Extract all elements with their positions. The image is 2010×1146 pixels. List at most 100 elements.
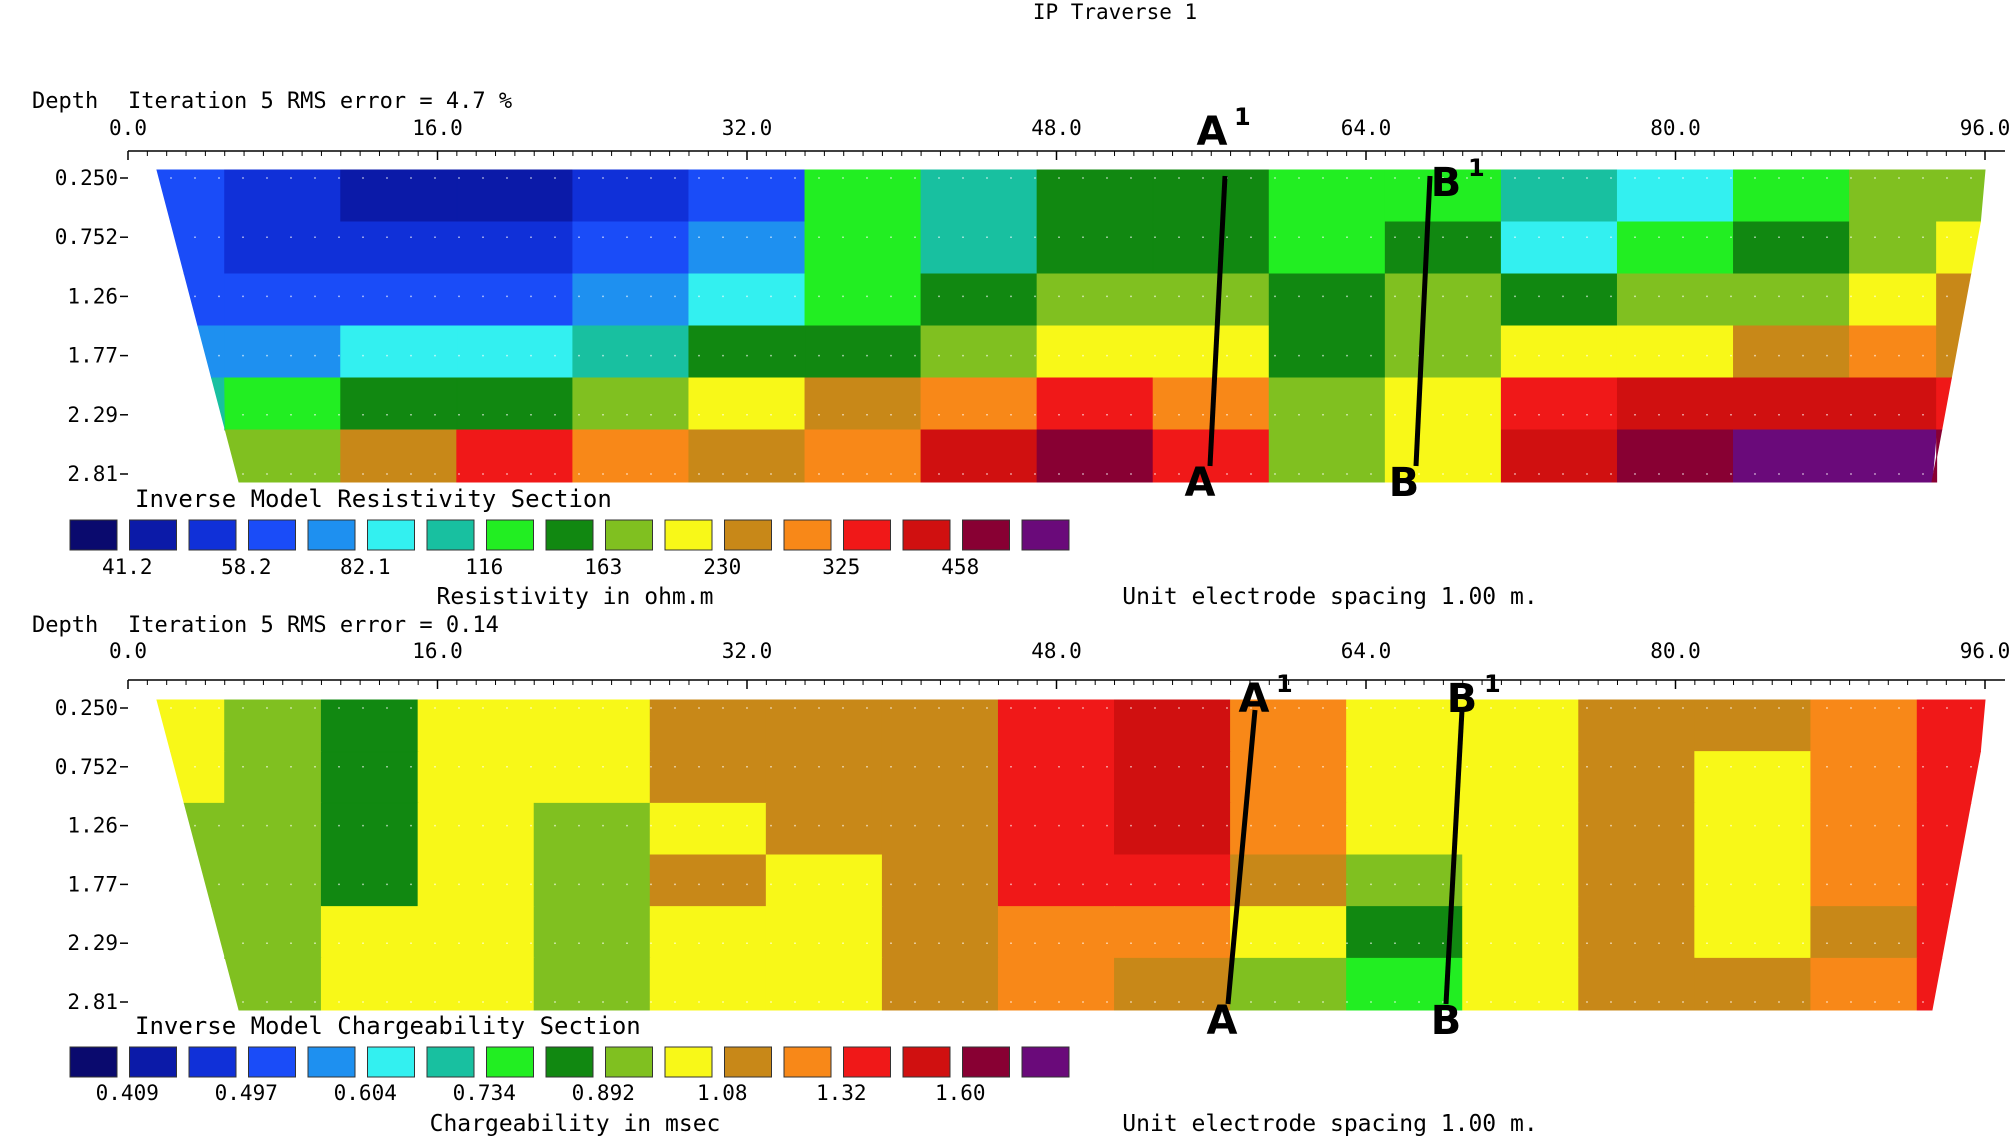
heatmap-cell <box>1500 429 1618 483</box>
legend-value: 325 <box>822 555 860 579</box>
color-legend: 0.409 0.497 0.604 0.734 0.892 1.08 1.32 1.60 <box>69 1046 1070 1105</box>
heatmap-cell <box>1152 273 1270 327</box>
heatmap-cell <box>320 751 419 804</box>
legend-swatch <box>605 519 653 551</box>
heatmap-cell <box>1916 802 1972 856</box>
heatmap-cell <box>1849 221 1938 275</box>
heatmap-cell <box>1346 906 1464 959</box>
legend-swatch <box>367 1046 415 1078</box>
heatmap-cell <box>1114 751 1232 804</box>
legend-swatch <box>783 519 832 551</box>
legend-swatch <box>188 519 237 551</box>
heatmap-cell <box>456 377 574 431</box>
heatmap-cell <box>765 699 883 753</box>
heatmap-cell <box>1916 906 1952 959</box>
legend-value: 458 <box>941 555 979 579</box>
legend-swatch <box>486 1046 534 1078</box>
heatmap-cell <box>1578 751 1696 804</box>
heatmap-cell <box>1578 699 1696 753</box>
spacing-note: Unit electrode spacing 1.00 m. <box>1122 584 1537 610</box>
depth-label: Depth <box>32 613 98 638</box>
depth-tick-label: 2.81 <box>67 990 118 1014</box>
heatmap-cell <box>765 751 883 804</box>
heatmap-cell <box>572 273 690 327</box>
depth-tick-label: 2.81 <box>67 462 118 486</box>
heatmap-cell <box>456 221 574 275</box>
heatmap-cell <box>1733 221 1851 275</box>
heatmap-cell <box>688 377 806 431</box>
legend-value: 0.409 <box>96 1081 159 1105</box>
heatmap-cell <box>649 906 767 959</box>
heatmap-cell <box>765 802 883 856</box>
b-marker-top-sup: 1 <box>1468 154 1485 182</box>
b-marker-top-label: B <box>1447 676 1478 722</box>
heatmap-cell <box>765 957 883 1011</box>
depth-tick-label: 1.26 <box>67 284 118 308</box>
heatmap-cell <box>997 854 1116 908</box>
heatmap-cell <box>1036 377 1154 431</box>
a-marker-top-sup: 1 <box>1234 103 1251 131</box>
heatmap-cell <box>572 221 690 275</box>
heatmap-cell <box>1616 377 1735 431</box>
heatmap-cell <box>1384 273 1502 327</box>
legend-swatch <box>307 519 356 551</box>
heatmap-cell <box>456 325 574 379</box>
depth-tick-label: 0.250 <box>55 166 118 190</box>
heatmap-cell <box>1849 377 1938 431</box>
legend-value: 0.892 <box>572 1081 635 1105</box>
heatmap-cell <box>649 751 767 804</box>
b-marker-top-label: B <box>1431 160 1462 206</box>
heatmap-cell <box>1036 169 1154 223</box>
legend-swatch <box>783 1046 832 1078</box>
legend-value: 1.32 <box>816 1081 867 1105</box>
heatmap-cell <box>1500 273 1618 327</box>
heatmap-cell <box>881 906 999 959</box>
heatmap-cell <box>997 699 1116 753</box>
legend-swatch <box>248 519 296 551</box>
heatmap-cell <box>533 699 651 753</box>
depth-label: Depth <box>32 89 98 114</box>
heatmap-cell <box>688 273 806 327</box>
legend-swatch <box>1021 1046 1070 1078</box>
heatmap-cell <box>1916 699 1986 753</box>
a-marker-top-label: A <box>1239 676 1270 722</box>
heatmap-cell <box>1346 699 1464 753</box>
heatmap-cell <box>649 802 767 856</box>
heatmap-cell <box>1462 906 1580 959</box>
heatmap-cell <box>804 429 922 483</box>
heatmap-cell <box>224 699 322 753</box>
heatmap-cell <box>1936 273 1972 327</box>
heatmap-cell <box>197 325 226 379</box>
heatmap-cell <box>997 751 1116 804</box>
x-tick-label: 0.0 <box>109 116 147 140</box>
a-marker-top-sup: 1 <box>1276 670 1293 698</box>
x-tick-label: 32.0 <box>722 639 773 663</box>
heatmap-cell <box>1733 429 1851 483</box>
color-legend: 41.2 58.2 82.1 116 163 230 325 458 <box>69 519 1070 579</box>
heatmap <box>156 169 1986 483</box>
heatmap-cell <box>156 169 226 223</box>
heatmap-cell <box>688 325 806 379</box>
heatmap-cell <box>1036 429 1154 483</box>
heatmap-cell <box>1733 169 1851 223</box>
heatmap-cell <box>340 429 458 483</box>
depth-tick-label: 2.29 <box>67 931 118 955</box>
heatmap-cell <box>1616 325 1735 379</box>
heatmap-cell <box>1810 751 1918 804</box>
x-tick-label: 48.0 <box>1031 639 1082 663</box>
heatmap-cell <box>1114 802 1232 856</box>
heatmap-cell <box>156 699 226 753</box>
depth-tick-label: 0.250 <box>55 696 118 720</box>
heatmap-cell <box>1500 377 1618 431</box>
a-marker-bottom-label: A <box>1207 998 1238 1044</box>
x-tick-label: 64.0 <box>1341 116 1392 140</box>
unit-label: Chargeability in msec <box>430 1111 721 1137</box>
heatmap-cell <box>533 854 651 908</box>
legend-swatch <box>962 1046 1010 1078</box>
heatmap-cell <box>1916 751 1981 804</box>
heatmap-cell <box>340 273 458 327</box>
heatmap-cell <box>1936 169 1986 223</box>
heatmap-cell <box>224 751 322 804</box>
heatmap-cell <box>1616 221 1735 275</box>
